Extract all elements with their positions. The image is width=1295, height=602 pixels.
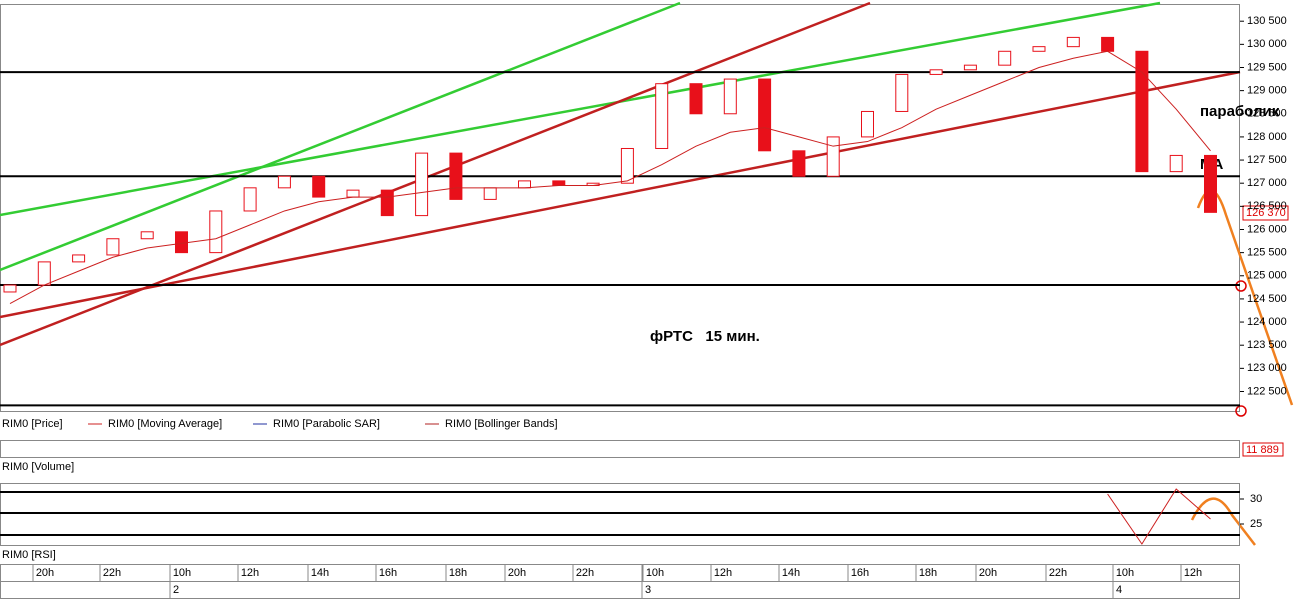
trend-line: [0, 1, 1161, 217]
candle: [998, 50, 1012, 66]
legend-entry: RIM0 [Parabolic SAR]: [273, 418, 380, 430]
candle: [37, 261, 51, 286]
candle: [655, 83, 669, 149]
candle: [415, 152, 429, 217]
candle: [1204, 154, 1217, 213]
y-tick-label: 125 500: [1247, 247, 1287, 259]
time-label: 16h: [851, 567, 869, 579]
time-label: 18h: [449, 567, 467, 579]
time-label: 10h: [646, 567, 664, 579]
candle: [552, 180, 566, 187]
candle: [792, 150, 806, 177]
y-tick-label: 126 500: [1247, 200, 1287, 212]
candle: [449, 152, 463, 200]
time-label: 12h: [1184, 567, 1202, 579]
time-label: 14h: [311, 567, 329, 579]
candle: [963, 64, 977, 71]
candle: [1066, 36, 1080, 48]
panel-label: RIM0 [Volume]: [2, 461, 74, 473]
y-tick-label: 125 000: [1247, 270, 1287, 282]
candle: [1169, 154, 1183, 173]
candle: [3, 284, 17, 293]
candle: [277, 175, 291, 189]
day-label: 2: [173, 584, 179, 596]
time-label: 12h: [714, 567, 732, 579]
candle: [72, 254, 86, 263]
time-label: 20h: [979, 567, 997, 579]
candle: [929, 69, 943, 75]
candle: [518, 180, 531, 189]
y-tick-label: 126 000: [1247, 223, 1287, 235]
candle: [175, 231, 188, 254]
time-label: 22h: [576, 567, 594, 579]
y-tick-label: 127 500: [1247, 154, 1287, 166]
candle: [209, 210, 223, 254]
ma-line: [9, 50, 1211, 304]
legend-entry: RIM0 [Bollinger Bands]: [445, 418, 558, 430]
y-tick-label: 130 000: [1247, 38, 1287, 50]
y-tick-label: 128 500: [1247, 108, 1287, 120]
y-tick-label: 123 000: [1247, 362, 1287, 374]
y-tick-label: 123 500: [1247, 339, 1287, 351]
candle: [346, 189, 360, 198]
time-label: 22h: [1049, 567, 1067, 579]
candle: [140, 231, 154, 240]
marker: [1235, 405, 1247, 417]
y-tick-label: 129 000: [1247, 85, 1287, 97]
y-tick-label: 25: [1250, 518, 1262, 530]
time-label: 14h: [782, 567, 800, 579]
time-label: 18h: [919, 567, 937, 579]
candle: [1101, 36, 1115, 52]
candle: [243, 187, 257, 212]
candle: [106, 238, 120, 256]
candle: [826, 136, 840, 177]
day-label: 4: [1116, 584, 1122, 596]
candle: [861, 110, 874, 138]
time-label: 10h: [1116, 567, 1134, 579]
y-tick-label: 124 000: [1247, 316, 1287, 328]
y-tick-label: 129 500: [1247, 61, 1287, 73]
rsi-panel: [0, 483, 1240, 546]
trend-line: [0, 1, 681, 272]
candle: [380, 189, 394, 217]
last-price: 126 370: [1246, 207, 1286, 219]
legend-entry: RIM0 [Price]: [2, 418, 63, 430]
time-label: 20h: [36, 567, 54, 579]
time-label: 12h: [241, 567, 259, 579]
trend-line: [0, 70, 1241, 319]
last-price-box: [1242, 205, 1289, 221]
candle: [758, 78, 772, 152]
annotation: параболик: [1200, 103, 1280, 120]
y-tick-label: 122 500: [1247, 385, 1287, 397]
y-tick-label: 128 000: [1247, 131, 1287, 143]
panel-label: RIM0 [RSI]: [2, 549, 56, 561]
y-tick-label: 30: [1250, 493, 1262, 505]
y-tick-label: 130 500: [1247, 15, 1287, 27]
time-label: 10h: [173, 567, 191, 579]
time-label: 20h: [508, 567, 526, 579]
candle: [1032, 46, 1046, 52]
volume-box: [1242, 442, 1284, 457]
annotation: фРТС 15 мин.: [650, 328, 760, 345]
rsi-line: [1107, 488, 1211, 545]
price-panel: [0, 4, 1240, 412]
y-tick-label: 124 500: [1247, 293, 1287, 305]
candle: [620, 147, 634, 184]
candle: [723, 78, 737, 115]
time-label: 22h: [103, 567, 121, 579]
candle: [312, 175, 326, 198]
y-tick-label: 127 000: [1247, 177, 1287, 189]
candle: [895, 73, 909, 112]
volume-last: 11 889: [1246, 444, 1279, 456]
candle: [689, 83, 703, 115]
volume-panel: [0, 440, 1240, 458]
legend-entry: RIM0 [Moving Average]: [108, 418, 222, 430]
time-label: 16h: [379, 567, 397, 579]
day-label: 3: [645, 584, 651, 596]
candle: [1135, 50, 1149, 173]
candle: [483, 187, 497, 200]
